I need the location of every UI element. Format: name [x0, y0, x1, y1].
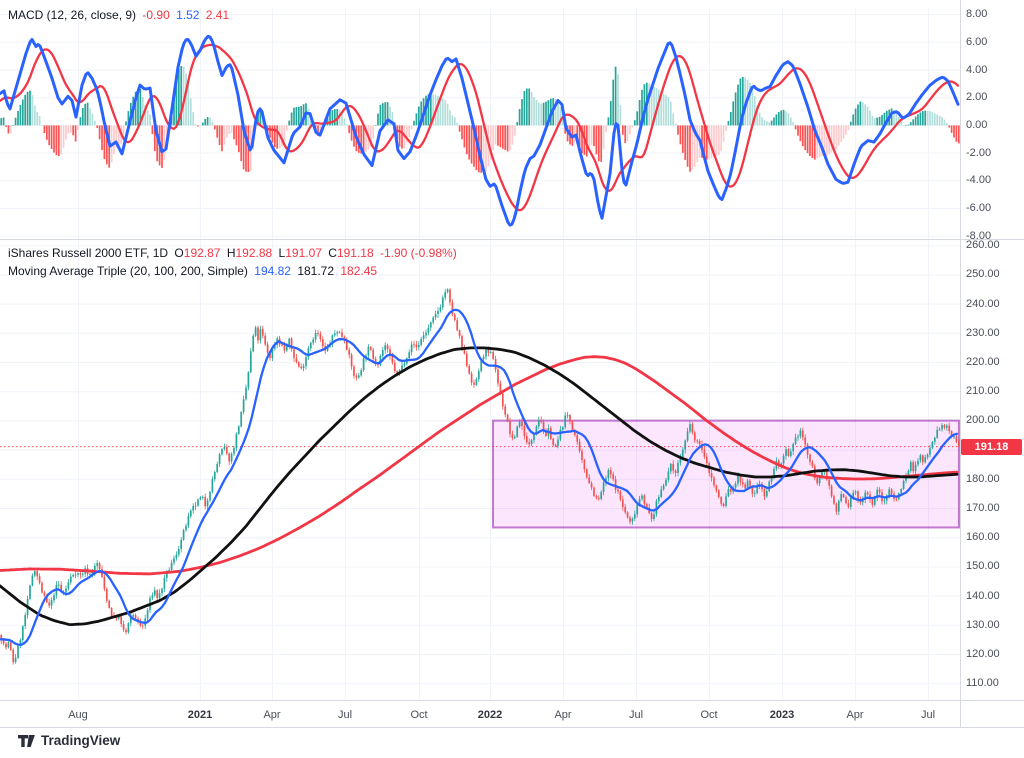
- change-value: -1.90 (-0.98%): [379, 246, 457, 260]
- price-tick-label: 170.00: [966, 502, 1000, 514]
- ma200-value: 182.45: [340, 264, 378, 278]
- time-tick-label: 2023: [769, 709, 795, 721]
- time-tick-label: Jul: [628, 709, 644, 721]
- macd-signal-line: [0, 43, 960, 212]
- time-tick-label: 2021: [187, 709, 213, 721]
- macd-tick-label: 4.00: [966, 63, 988, 76]
- price-tick-label: 130.00: [966, 618, 1000, 631]
- macd-tick-label: 2.00: [966, 91, 988, 104]
- price-tick-label: 150.00: [966, 560, 1000, 573]
- time-tick-label: Oct: [700, 709, 718, 721]
- symbol-legend[interactable]: iShares Russell 2000 ETF, 1D O192.87 H19…: [8, 246, 460, 260]
- high-label: H: [226, 246, 236, 260]
- time-tick-label: Aug: [68, 709, 88, 721]
- time-tick-label: Apr: [846, 709, 864, 721]
- time-tick-label: Oct: [410, 709, 428, 721]
- macd-tick-label: -4.00: [966, 174, 992, 187]
- macd-histogram-value: -0.90: [142, 8, 170, 22]
- macd-tick-label: -8.00: [966, 229, 992, 242]
- sma-200-line: [0, 355, 959, 576]
- ma20-value: 194.82: [254, 264, 291, 278]
- time-tick-label: Jul: [337, 709, 353, 721]
- highlight-rectangle-drawing[interactable]: [492, 419, 960, 529]
- price-tick-label: 120.00: [966, 648, 1000, 660]
- price-tick-label: 220.00: [966, 356, 1000, 368]
- macd-tick-label: 8.00: [966, 8, 988, 21]
- macd-legend-title: MACD (12, 26, close, 9): [8, 8, 137, 22]
- low-label: L: [278, 246, 286, 260]
- macd-histogram: [0, 66, 960, 173]
- time-tick-label: Apr: [554, 709, 572, 721]
- open-value: 192.87: [183, 246, 221, 260]
- open-label: O: [174, 246, 184, 260]
- macd-tick-label: -2.00: [966, 146, 992, 159]
- ma-legend-title: Moving Average Triple (20, 100, 200, Sim…: [8, 264, 248, 278]
- macd-signal-value: 2.41: [205, 8, 230, 22]
- price-tick-label: 160.00: [966, 531, 1000, 544]
- sma-20-line: [0, 308, 959, 646]
- macd-legend[interactable]: MACD (12, 26, close, 9) -0.90 1.52 2.41: [8, 8, 232, 22]
- price-tick-label: 240.00: [966, 297, 1000, 310]
- tradingview-logo[interactable]: TradingView: [18, 733, 120, 748]
- time-tick-label: Apr: [263, 709, 281, 721]
- sma-100-line: [0, 346, 959, 626]
- macd-line: [0, 34, 960, 227]
- time-tick-label: Jul: [920, 709, 936, 721]
- price-tick-label: 180.00: [966, 472, 1000, 485]
- high-value: 192.88: [235, 246, 273, 260]
- price-tick-label: 260.00: [966, 239, 1000, 252]
- close-label: C: [328, 246, 337, 260]
- tradingview-logo-text: TradingView: [41, 733, 121, 748]
- price-tick-label: 200.00: [966, 414, 1000, 427]
- price-tick-label: 140.00: [966, 589, 1000, 602]
- macd-tick-label: -6.00: [966, 202, 992, 214]
- last-price-label: 191.18: [961, 438, 1022, 455]
- low-value: 191.07: [285, 246, 322, 260]
- macd-tick-label: 6.00: [966, 35, 988, 48]
- symbol-title: iShares Russell 2000 ETF, 1D: [8, 246, 169, 260]
- tradingview-logo-icon: [18, 734, 35, 747]
- price-tick-label: 110.00: [966, 677, 999, 690]
- ma-legend[interactable]: Moving Average Triple (20, 100, 200, Sim…: [8, 264, 380, 278]
- ma100-value: 181.72: [297, 264, 335, 278]
- time-tick-label: 2022: [477, 709, 503, 721]
- macd-line-value: 1.52: [176, 8, 200, 22]
- price-tick-label: 210.00: [966, 385, 1000, 398]
- macd-tick-label: 0.00: [966, 118, 988, 131]
- close-value: 191.18: [336, 246, 374, 260]
- price-tick-label: 250.00: [966, 268, 1000, 281]
- price-tick-label: 230.00: [966, 326, 1000, 339]
